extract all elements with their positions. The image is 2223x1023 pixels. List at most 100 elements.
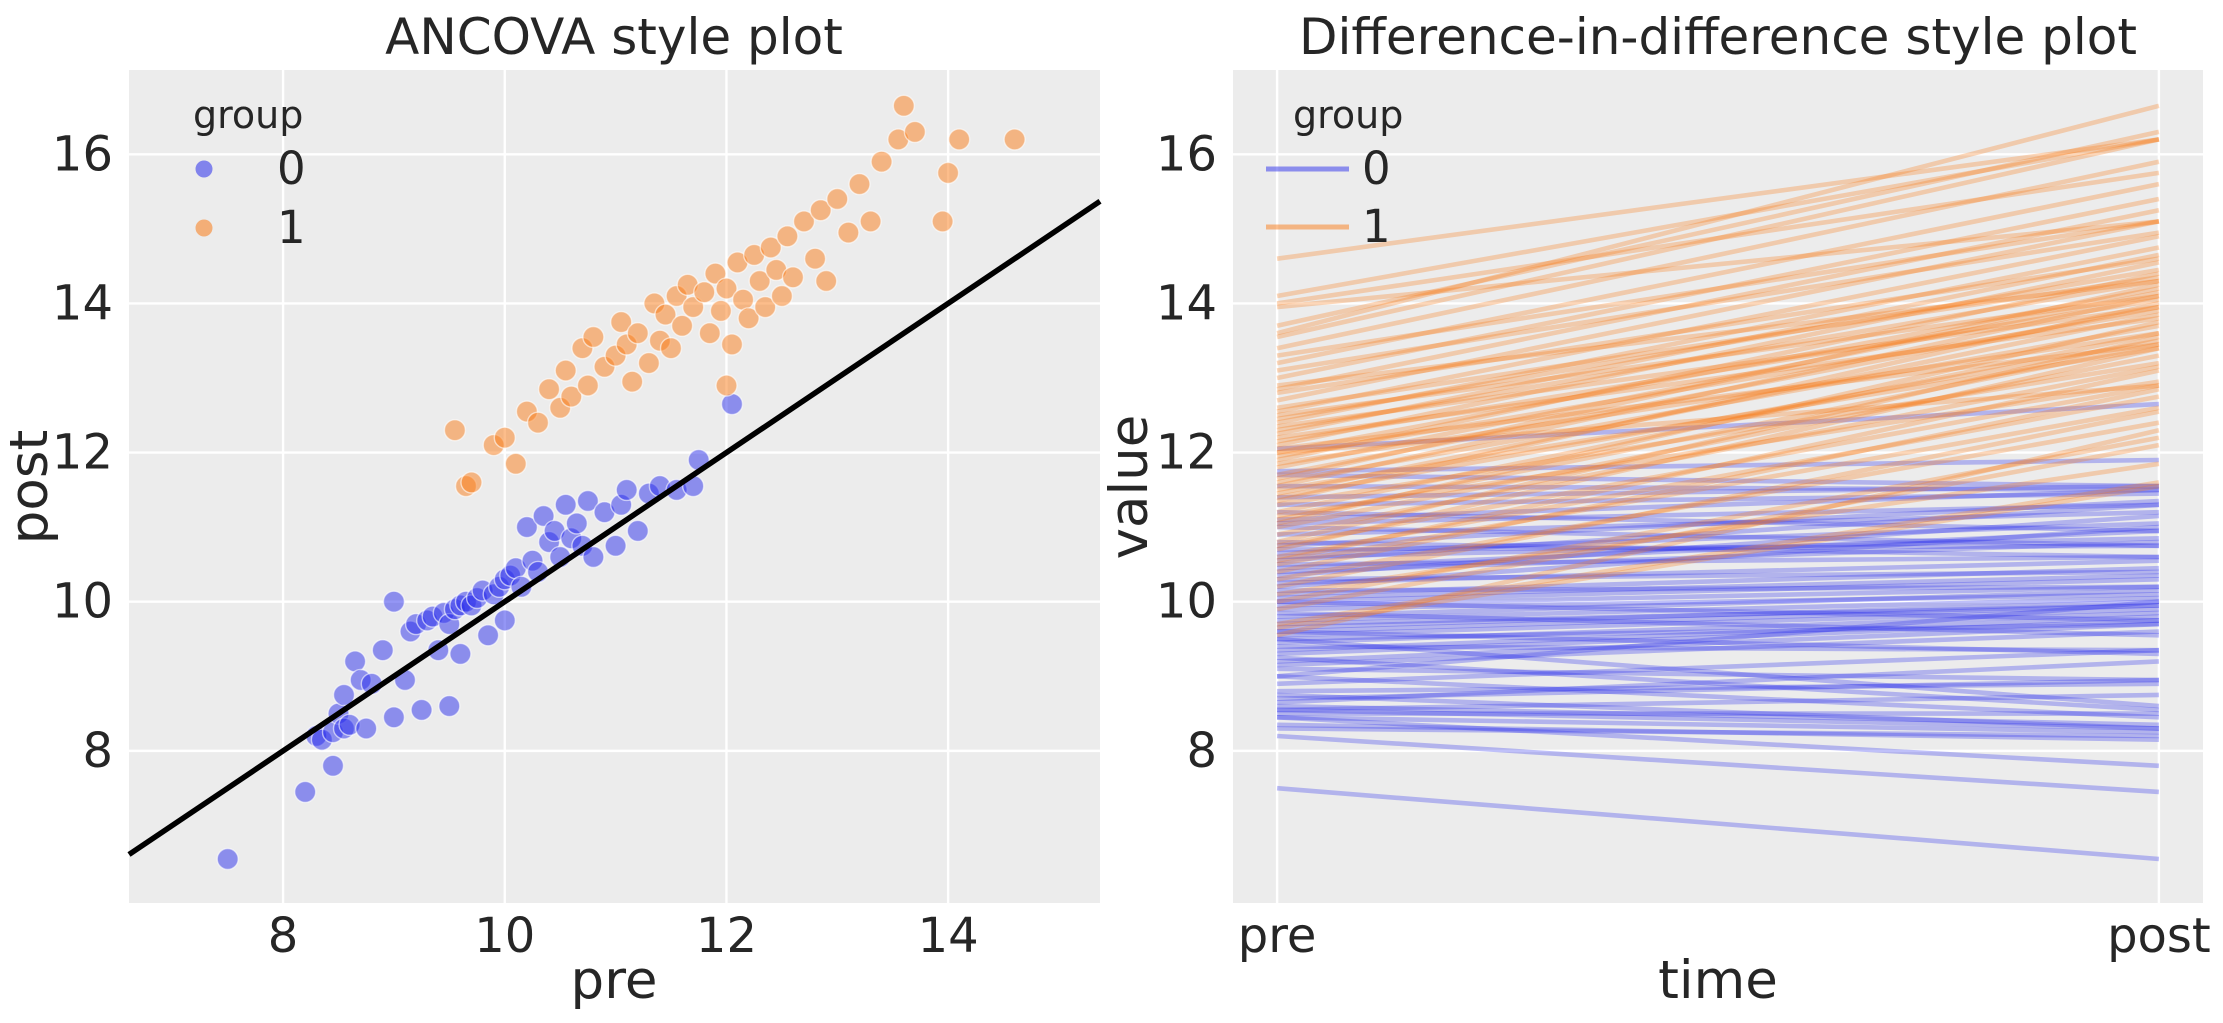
- scatter-point-group-1: [948, 128, 971, 151]
- unit-line-group-0: [1276, 502, 2160, 563]
- unit-line-group-0: [1276, 401, 2160, 452]
- unit-line-group-1: [1276, 230, 2160, 373]
- unit-line-group-0: [1277, 599, 2159, 623]
- unit-line-group-1: [1276, 282, 2160, 481]
- ancova-legend-title: group: [193, 93, 303, 137]
- scatter-point-group-1: [859, 210, 882, 233]
- scatter-point-group-1: [737, 307, 760, 330]
- unit-line-group-1: [1276, 405, 2160, 567]
- x-tick-label: 10: [474, 908, 535, 964]
- scatter-point-group-1: [792, 210, 816, 233]
- x-tick-label: post: [2107, 908, 2211, 964]
- unit-line-group-1: [1276, 319, 2160, 526]
- scatter-point-group-1: [931, 210, 954, 233]
- scatter-point-group-1: [826, 187, 849, 211]
- unit-line-group-0: [1277, 554, 2159, 567]
- unit-line-group-1: [1276, 260, 2160, 448]
- scatter-point-group-0: [332, 683, 356, 707]
- did-panel: Difference-in-difference style plot time v…: [1099, 8, 2211, 1011]
- unit-line-group-0: [1276, 629, 2160, 668]
- x-tick-label: 12: [696, 908, 757, 964]
- scatter-point-group-0: [532, 504, 555, 528]
- unit-line-group-1: [1276, 409, 2160, 590]
- unit-line-group-0: [1277, 539, 2159, 560]
- scatter-point-group-1: [526, 411, 550, 434]
- unit-line-group-1: [1276, 442, 2160, 612]
- unit-line-group-1: [1276, 137, 2160, 261]
- scatter-point-group-1: [443, 419, 467, 442]
- scatter-point-group-1: [493, 426, 516, 449]
- scatter-point-group-0: [615, 478, 638, 502]
- x-tick-label: 14: [918, 908, 979, 964]
- scatter-point-group-1: [759, 236, 782, 259]
- scatter-point-group-1: [659, 337, 683, 360]
- unit-line-group-1: [1276, 219, 2160, 358]
- scatter-point-group-1: [560, 385, 583, 408]
- ancova-plot-area: [129, 70, 1100, 903]
- scatter-point-group-1: [781, 266, 805, 289]
- scatter-point-group-1: [621, 370, 644, 393]
- did-plot-area: [1233, 70, 2203, 903]
- unit-line-group-0: [1276, 528, 2160, 571]
- unit-line-group-1: [1276, 483, 2160, 631]
- y-tick-label: 12: [52, 425, 113, 481]
- unit-line-group-0: [1277, 457, 2159, 474]
- unit-line-group-0: [1276, 599, 2160, 679]
- scatter-point-group-0: [410, 698, 433, 722]
- unit-line-group-0: [1277, 588, 2159, 619]
- scatter-point-group-0: [355, 717, 378, 740]
- scatter-point-group-0: [382, 590, 406, 613]
- unit-line-group-0: [1277, 524, 2159, 549]
- scatter-point-group-0: [493, 609, 516, 632]
- unit-line-group-1: [1276, 427, 2160, 638]
- unit-line-group-1: [1276, 379, 2160, 519]
- unit-line-group-0: [1276, 715, 2160, 769]
- did-legend-label: 0: [1362, 142, 1391, 195]
- scatter-point-group-1: [748, 269, 771, 293]
- unit-line-group-0: [1276, 647, 2160, 687]
- unit-line-group-1: [1276, 293, 2160, 418]
- scatter-point-group-1: [815, 269, 838, 293]
- unit-line-group-0: [1277, 569, 2159, 582]
- scatter-point-group-0: [576, 489, 600, 513]
- unit-line-group-0: [1277, 703, 2159, 728]
- scatter-point-group-0: [438, 694, 461, 718]
- scatter-point-group-1: [654, 303, 677, 326]
- unit-line-group-1: [1276, 301, 2160, 504]
- did-title: Difference-in-difference style plot: [1299, 8, 2137, 66]
- unit-line-group-1: [1276, 181, 2160, 366]
- y-tick-label: 16: [1156, 126, 1217, 182]
- scatter-point-group-1: [936, 161, 960, 185]
- y-tick-label: 10: [52, 574, 113, 630]
- unit-line-group-0: [1277, 629, 2159, 657]
- unit-line-group-0: [1277, 707, 2159, 731]
- unit-line-group-1: [1276, 338, 2160, 500]
- unit-line-group-0: [1277, 565, 2159, 597]
- unit-line-group-1: [1276, 103, 2160, 336]
- unit-line-group-0: [1277, 487, 2159, 522]
- unit-line-group-0: [1277, 644, 2159, 653]
- unit-line-group-0: [1276, 618, 2160, 657]
- scatter-point-group-1: [704, 262, 727, 285]
- unit-line-group-0: [1277, 677, 2159, 701]
- y-tick-label: 16: [52, 126, 113, 182]
- scatter-point-group-1: [637, 351, 661, 375]
- scatter-point-group-1: [460, 471, 483, 494]
- unit-line-group-1: [1276, 278, 2160, 433]
- unit-line-group-1: [1276, 278, 2160, 388]
- unit-line-group-0: [1277, 715, 2159, 735]
- x-tick-label: 8: [268, 908, 299, 964]
- unit-line-group-0: [1276, 659, 2160, 705]
- did-xlabel: time: [1658, 950, 1778, 1011]
- unit-line-group-1: [1276, 219, 2160, 403]
- unit-line-group-1: [1276, 219, 2160, 310]
- unit-line-group-1: [1276, 308, 2160, 459]
- unit-line-group-1: [1276, 207, 2160, 392]
- scatter-point-group-0: [604, 534, 627, 557]
- scatter-point-group-1: [670, 314, 694, 337]
- unit-line-group-0: [1277, 577, 2159, 604]
- unit-line-group-1: [1276, 334, 2160, 545]
- scatter-point-group-1: [809, 198, 832, 222]
- unit-line-group-0: [1277, 584, 2159, 608]
